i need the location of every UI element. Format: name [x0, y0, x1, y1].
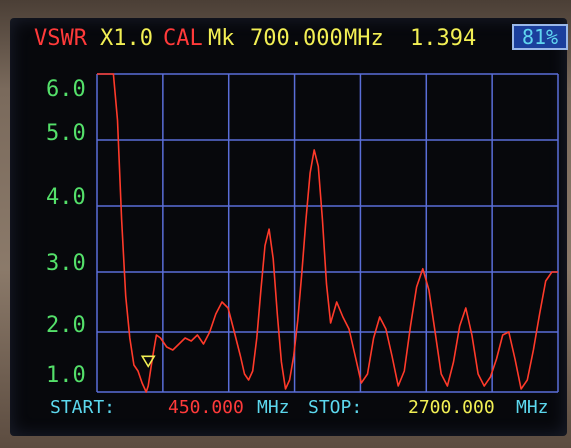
stop-label: STOP: [308, 397, 363, 418]
analyzer-screen [10, 18, 567, 436]
battery-indicator: 81% [512, 24, 568, 50]
vswr-trace [97, 73, 558, 393]
y-tick-label: 6.0 [46, 77, 86, 102]
stop-frequency[interactable]: 2700.000 [408, 397, 495, 418]
y-tick-label: 3.0 [46, 251, 86, 276]
marker-frequency[interactable]: 700.000 [250, 26, 343, 51]
battery-percent: 81% [521, 25, 559, 49]
marker-triangle-icon [140, 355, 156, 368]
start-frequency[interactable]: 450.000 [168, 397, 244, 418]
stop-frequency-unit: MHz [516, 397, 549, 418]
y-tick-label: 4.0 [46, 185, 86, 210]
marker-label: Mk [208, 26, 235, 51]
start-frequency-unit: MHz [257, 397, 290, 418]
mode-label[interactable]: VSWR [34, 26, 87, 51]
marker-frequency-unit: MHz [344, 26, 384, 51]
scale-label[interactable]: X1.0 [100, 26, 153, 51]
y-tick-label: 5.0 [46, 121, 86, 146]
y-tick-label: 2.0 [46, 313, 86, 338]
y-tick-label: 1.0 [46, 363, 86, 388]
start-label: START: [50, 397, 116, 418]
cal-label: CAL [163, 26, 203, 51]
marker-value: 1.394 [410, 26, 477, 51]
